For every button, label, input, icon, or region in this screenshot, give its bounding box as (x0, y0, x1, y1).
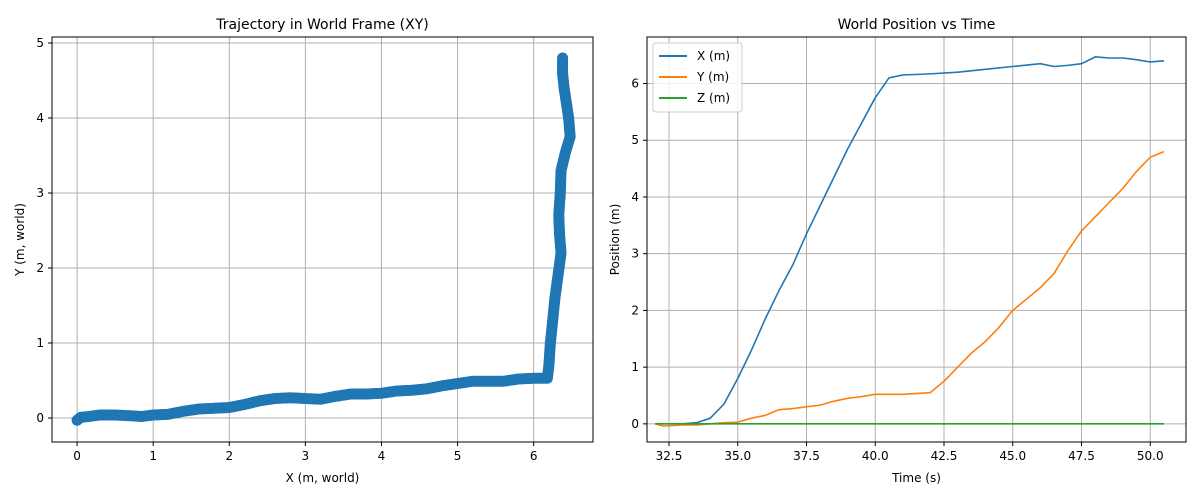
legend-label: X (m) (697, 49, 730, 63)
left-x-tick-label: 0 (73, 449, 81, 463)
right-y-tick-label: 5 (631, 133, 639, 147)
right-x-tick-label: 35.0 (724, 449, 751, 463)
left-x-tick-label: 2 (225, 449, 233, 463)
right-x-tick-label: 47.5 (1068, 449, 1095, 463)
right-y-tick-label: 6 (631, 77, 639, 91)
right-y-tick-label: 4 (631, 190, 639, 204)
right-y-tick-label: 1 (631, 360, 639, 374)
left-x-tick-label: 3 (302, 449, 310, 463)
legend: X (m) Y (m) Z (m) (652, 42, 743, 113)
right-x-tick-label: 45.0 (999, 449, 1026, 463)
right-x-tick-label: 42.5 (931, 449, 958, 463)
left-plot-area (71, 52, 576, 426)
position-time-panel: 32.5 35.0 37.5 40.0 42.5 45.0 47.5 50.00123456 … (608, 17, 1187, 485)
legend-label: Y (m) (696, 70, 729, 84)
left-y-tick-label: 2 (36, 261, 44, 275)
left-tick-labels: 0 1 2 3 4 5 6 0 1 2 3 4 5 (36, 36, 537, 463)
right-x-tick-label: 40.0 (862, 449, 889, 463)
left-x-tick-label: 6 (530, 449, 538, 463)
series-line-y (655, 150, 1165, 427)
left-plot-title: Trajectory in World Frame (XY) (215, 17, 429, 33)
left-y-tick-label: 4 (36, 111, 44, 125)
right-y-tick-label: 0 (631, 417, 639, 431)
right-x-axis-label: Time (s) (891, 471, 941, 485)
legend-box (652, 42, 743, 113)
right-plot-area (655, 56, 1165, 427)
right-tick-labels: 32.5 35.0 37.5 40.0 42.5 45.0 47.5 50.0 0 1 2 3 4 5 6 (631, 77, 1163, 463)
right-y-tick-label: 2 (631, 303, 639, 317)
left-x-tick-label: 5 (454, 449, 462, 463)
series-line-x (655, 56, 1165, 425)
right-x-tick-label: 32.5 (656, 449, 683, 463)
left-axes-frame (51, 36, 594, 443)
right-axes-frame (646, 36, 1187, 443)
right-x-tick-label: 50.0 (1137, 449, 1164, 463)
right-y-tick-label: 3 (631, 247, 639, 261)
left-y-axis-label: Y (m, world) (13, 203, 27, 277)
trajectory-point (557, 52, 569, 64)
legend-label: Z (m) (697, 91, 730, 105)
right-plot-title: World Position vs Time (838, 17, 996, 33)
left-gridlines (52, 37, 593, 442)
left-y-tick-label: 0 (36, 411, 44, 425)
right-x-tick-label: 37.5 (793, 449, 820, 463)
trajectory-panel: 0 1 2 3 4 5 6 0 1 2 3 4 5 Trajectory in World Frame … (13, 17, 594, 485)
left-y-tick-label: 3 (36, 186, 44, 200)
left-x-tick-label: 1 (149, 449, 157, 463)
left-y-tick-label: 1 (36, 336, 44, 350)
left-x-axis-label: X (m, world) (286, 471, 360, 485)
left-y-tick-label: 5 (36, 36, 44, 50)
left-x-tick-label: 4 (378, 449, 386, 463)
right-y-axis-label: Position (m) (608, 204, 622, 276)
